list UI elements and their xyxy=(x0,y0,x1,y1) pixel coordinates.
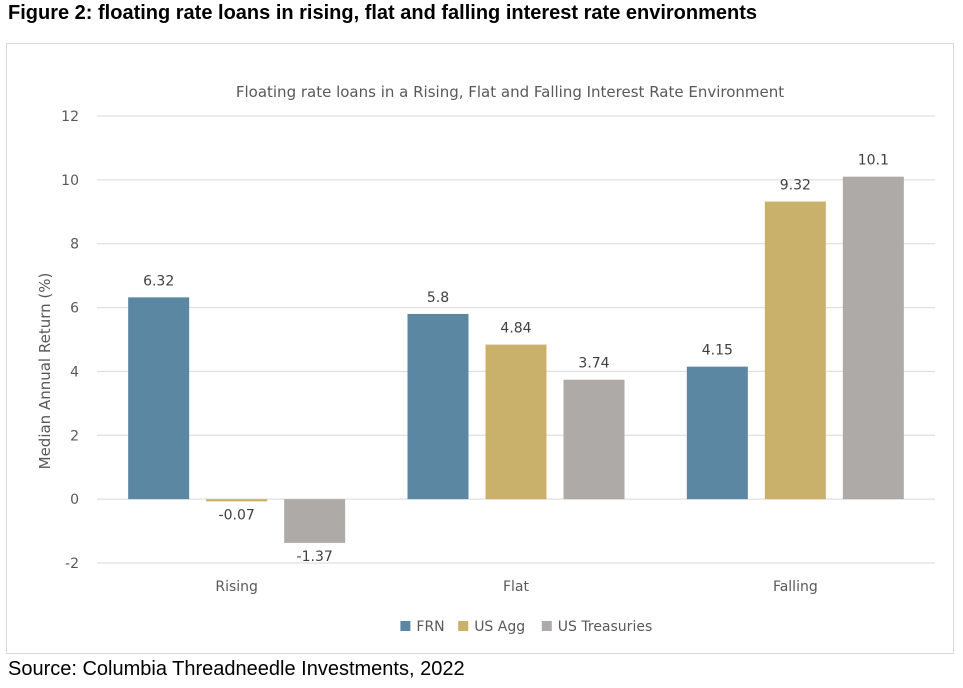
bars xyxy=(128,176,904,543)
figure-title: Figure 2: floating rate loans in rising,… xyxy=(8,2,758,24)
data-label: 4.84 xyxy=(500,321,531,337)
legend-swatch xyxy=(458,621,469,631)
legend: FRN US Agg US Treasuries xyxy=(400,619,652,635)
data-label: 6.32 xyxy=(143,273,174,289)
x-axis-ticks: Rising Flat Falling xyxy=(215,579,817,595)
legend-label: US Agg xyxy=(474,619,525,635)
y-tick-label: 0 xyxy=(70,492,79,508)
data-label: -1.37 xyxy=(297,549,333,565)
legend-swatch xyxy=(400,621,411,631)
chart-title: Floating rate loans in a Rising, Flat an… xyxy=(236,83,784,101)
bar-frn-flat xyxy=(407,313,469,500)
bar-us-agg-flat xyxy=(485,344,547,500)
bar-chart: Floating rate loans in a Rising, Flat an… xyxy=(36,83,935,635)
y-tick-label: 6 xyxy=(70,301,79,317)
x-tick-label: Falling xyxy=(773,579,818,595)
legend-swatch xyxy=(541,621,552,631)
y-tick-label: -2 xyxy=(65,556,79,572)
y-tick-label: 12 xyxy=(61,109,79,125)
x-tick-label: Rising xyxy=(215,579,258,595)
source-note: Source: Columbia Threadneedle Investment… xyxy=(8,658,465,680)
data-label: -0.07 xyxy=(219,507,255,523)
bar-us-treasuries-falling xyxy=(842,176,904,500)
bar-us-agg-rising xyxy=(206,499,268,502)
bar-frn-rising xyxy=(128,297,190,500)
legend-label: US Treasuries xyxy=(558,619,652,635)
chart-frame: Floating rate loans in a Rising, Flat an… xyxy=(6,43,954,654)
bar-frn-falling xyxy=(686,366,748,500)
data-label: 4.15 xyxy=(702,343,733,359)
legend-label: FRN xyxy=(416,619,444,635)
data-label: 10.1 xyxy=(858,153,889,169)
bar-us-treasuries-flat xyxy=(563,379,625,500)
data-label: 5.8 xyxy=(427,290,449,306)
bar-us-treasuries-rising xyxy=(284,499,346,543)
y-tick-label: 10 xyxy=(61,173,79,189)
data-label: 3.74 xyxy=(578,356,609,372)
y-axis-ticks: -2 0 2 4 6 8 10 12 xyxy=(61,109,79,572)
bar-us-agg-falling xyxy=(764,201,826,500)
y-axis-label: Median Annual Return (%) xyxy=(36,273,54,470)
data-label: 9.32 xyxy=(780,178,811,194)
y-tick-label: 4 xyxy=(70,364,79,380)
x-tick-label: Flat xyxy=(503,579,530,595)
y-tick-label: 2 xyxy=(70,428,79,444)
y-tick-label: 8 xyxy=(70,237,79,253)
data-labels: 6.32 -0.07 -1.37 5.8 4.84 3.74 4.15 9.32 10.1 xyxy=(143,153,889,565)
